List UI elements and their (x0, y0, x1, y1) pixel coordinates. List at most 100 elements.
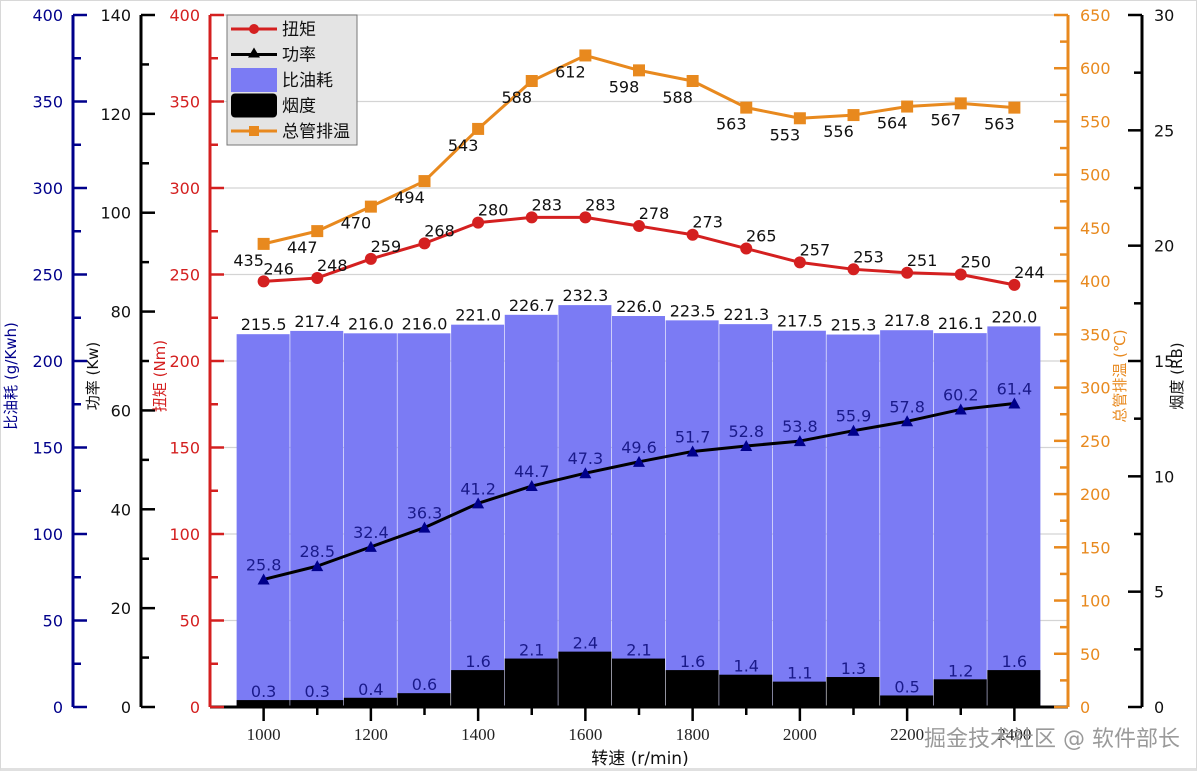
label-torque: 259 (371, 237, 402, 256)
label-torque: 283 (531, 195, 562, 214)
marker-power (847, 424, 860, 436)
label-smoke: 1.1 (787, 664, 812, 683)
watermark: 掘金技术社区 @ 软件部长 (924, 727, 1180, 752)
marker-power (525, 480, 538, 492)
label-power: 57.8 (889, 397, 925, 416)
power-tick-label: 80 (111, 303, 131, 322)
bar-smoke (397, 693, 451, 707)
bsfc-axis-title: 比油耗 (g/Kwh) (2, 322, 20, 430)
label-smoke: 1.3 (841, 659, 866, 678)
torque-tick-label: 250 (169, 266, 200, 285)
label-power: 61.4 (997, 380, 1033, 399)
torque-tick-label: 0 (190, 698, 200, 717)
label-smoke: 0.3 (305, 682, 330, 701)
legend-swatch (231, 93, 277, 118)
label-exhaust: 612 (555, 62, 586, 81)
torque-tick-label: 100 (169, 525, 200, 544)
bsfc-tick-label: 400 (32, 6, 63, 25)
legend-label: 烟度 (282, 97, 316, 117)
label-exhaust: 470 (341, 214, 372, 233)
label-exhaust: 588 (662, 88, 693, 107)
bar-smoke (719, 674, 773, 707)
axes: 1000 1200 1400 1600 1800 2000 2200 240005010015… (2, 6, 1186, 744)
legend-item: 功率 (231, 46, 316, 66)
bsfc-tick-label: 50 (43, 612, 63, 631)
label-exhaust: 553 (770, 125, 801, 144)
smoke-tick-label: 30 (1154, 6, 1174, 25)
label-power: 41.2 (460, 479, 496, 498)
label-exhaust: 543 (448, 136, 479, 155)
bar-smoke (504, 658, 558, 707)
label-power: 44.7 (514, 462, 550, 481)
bar-smoke (933, 679, 987, 707)
smoke-tick-label: 10 (1154, 467, 1174, 486)
marker-exhaust (954, 97, 967, 110)
power-tick-label: 140 (100, 6, 131, 25)
marker-torque (472, 216, 485, 229)
torque-tick-label: 200 (169, 352, 200, 371)
marker-torque (847, 263, 860, 276)
label-power: 32.4 (353, 523, 389, 542)
torque-tick-label: 400 (169, 6, 200, 25)
marker-exhaust (633, 64, 645, 77)
label-torque: 283 (585, 195, 616, 214)
bar-bsfc (612, 316, 665, 707)
bar-bsfc (343, 333, 397, 707)
label-torque: 265 (746, 227, 777, 246)
bar-bsfc (880, 330, 934, 707)
label-power: 52.8 (728, 422, 764, 441)
label-bsfc: 215.3 (831, 316, 877, 335)
label-bsfc: 216.0 (348, 314, 394, 333)
bar-smoke (343, 697, 397, 707)
label-smoke: 1.4 (734, 657, 759, 676)
marker-power (579, 467, 592, 479)
marker-exhaust (740, 101, 753, 114)
legend-item: 烟度 (231, 93, 316, 118)
legend-marker-circle (249, 24, 259, 34)
marker-power (311, 560, 324, 572)
exhaust-tick-label: 450 (1080, 219, 1111, 238)
marker-torque (633, 220, 645, 233)
bsfc-tick-label: 200 (32, 352, 63, 371)
marker-torque (686, 228, 699, 241)
label-smoke: 1.2 (948, 661, 973, 680)
legend-item: 比油耗 (231, 68, 333, 92)
label-bsfc: 221.0 (455, 306, 501, 325)
marker-power (257, 573, 270, 585)
power-tick-label: 100 (100, 204, 131, 223)
label-smoke: 0.6 (412, 675, 437, 694)
exhaust-tick-label: 200 (1080, 485, 1111, 504)
bar-smoke (451, 670, 505, 707)
marker-power (1008, 397, 1021, 409)
power-tick-label: 60 (111, 401, 131, 420)
marker-torque (257, 275, 270, 288)
label-power: 36.3 (407, 504, 443, 523)
marker-exhaust (525, 75, 538, 88)
lines (257, 49, 1021, 585)
x-tick-label: 1200 (354, 725, 388, 744)
smoke-tick-label: 15 (1154, 352, 1174, 371)
marker-torque (364, 252, 377, 265)
label-torque: 253 (853, 247, 884, 266)
marker-exhaust (418, 175, 431, 188)
legend-label: 比油耗 (282, 71, 333, 91)
label-power: 25.8 (246, 555, 282, 574)
marker-torque (525, 211, 538, 224)
label-smoke: 0.5 (894, 677, 919, 696)
bar-bsfc (665, 320, 719, 707)
smoke-tick-label: 0 (1154, 698, 1164, 717)
label-torque: 257 (800, 240, 831, 259)
legend-label: 功率 (282, 46, 316, 66)
label-exhaust: 447 (287, 238, 318, 257)
marker-torque (579, 211, 592, 224)
smoke-tick-label: 25 (1154, 121, 1174, 140)
label-bsfc: 226.7 (509, 296, 555, 315)
bar-smoke (558, 651, 612, 707)
label-smoke: 1.6 (680, 652, 705, 671)
exhaust-tick-label: 500 (1080, 166, 1111, 185)
bar-smoke (880, 695, 934, 707)
torque-tick-label: 350 (169, 93, 200, 112)
label-smoke: 2.1 (626, 641, 651, 660)
marker-exhaust (1008, 101, 1021, 114)
